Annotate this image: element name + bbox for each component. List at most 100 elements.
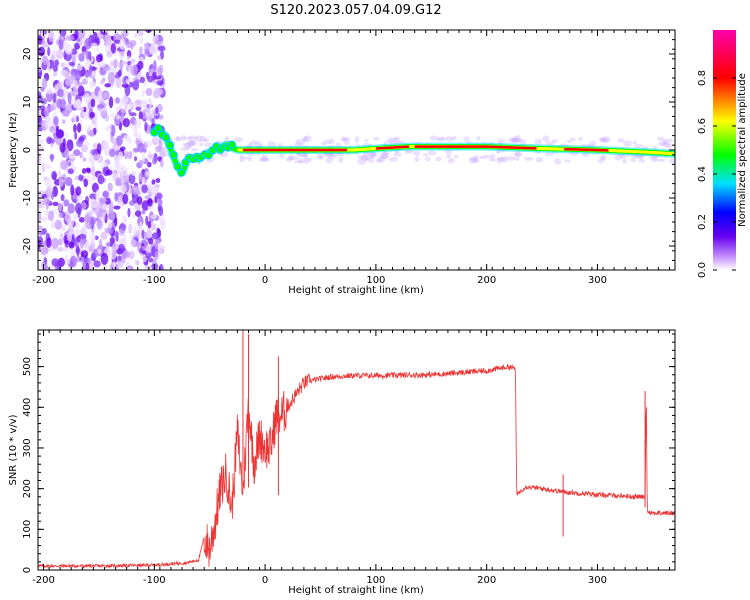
noise-speck (76, 197, 81, 203)
noise-speck (83, 178, 89, 188)
frequency-ridge (150, 123, 675, 178)
noise-speck (44, 209, 49, 216)
noise-speck (47, 210, 55, 221)
noise-speck (128, 250, 135, 260)
noise-speck (91, 175, 97, 181)
noise-speck (127, 266, 132, 270)
noise-speck (151, 186, 158, 198)
noise-speck (151, 179, 156, 185)
spectrogram-xtick-label: 100 (366, 275, 385, 286)
noise-speck (129, 235, 135, 240)
noise-speck (122, 117, 131, 128)
noise-speck (65, 77, 73, 87)
haze-speck (190, 147, 198, 152)
noise-speck (73, 149, 81, 157)
noise-speck (134, 259, 140, 266)
haze-speck (452, 136, 457, 141)
noise-speck (122, 193, 129, 205)
noise-speck (67, 92, 72, 104)
ridge-blob (161, 133, 171, 142)
noise-speck (64, 147, 70, 160)
noise-speck (118, 60, 124, 70)
noise-speck (138, 111, 143, 120)
haze-speck (202, 138, 210, 142)
noise-speck (42, 197, 51, 206)
noise-speck (143, 231, 148, 240)
haze-speck (414, 156, 420, 163)
noise-speck (95, 189, 100, 202)
noise-speck (38, 231, 45, 236)
noise-speck (97, 104, 105, 109)
noise-speck (89, 80, 96, 88)
noise-speck (147, 229, 152, 239)
noise-speck (152, 257, 157, 265)
noise-speck (102, 140, 109, 149)
noise-speck (141, 208, 146, 215)
ridge-core-red (414, 145, 537, 150)
noise-speck (60, 70, 69, 77)
haze-speck (372, 137, 380, 141)
noise-speck (79, 239, 84, 249)
noise-speck (72, 79, 78, 92)
haze-speck (175, 135, 181, 142)
haze-speck (370, 153, 379, 158)
haze-speck (514, 150, 521, 157)
noise-speck (114, 97, 121, 104)
noise-speck (58, 169, 62, 178)
noise-speck (52, 201, 59, 207)
noise-speck (71, 113, 77, 123)
noise-speckle (38, 30, 675, 270)
noise-speck (59, 142, 66, 153)
noise-speck (104, 83, 112, 88)
haze-speck (514, 134, 521, 142)
haze-speck (393, 152, 402, 157)
haze-speck (664, 138, 674, 143)
haze-speck (354, 136, 360, 143)
haze-speck (564, 159, 571, 163)
haze-speck (375, 158, 383, 163)
noise-speck (145, 71, 150, 80)
noise-speck (99, 208, 103, 219)
noise-speck (150, 222, 156, 231)
haze-speck (404, 150, 411, 154)
haze-speck (633, 140, 638, 145)
snr-series (38, 330, 675, 569)
noise-speck (88, 260, 94, 270)
noise-speck (38, 138, 42, 145)
noise-speck (75, 255, 82, 263)
haze-speck (367, 156, 375, 163)
haze-speck (447, 157, 455, 164)
noise-speck (139, 36, 144, 44)
noise-speck (136, 229, 141, 239)
noise-speck (102, 92, 109, 99)
noise-speck (93, 260, 101, 268)
spectrogram-ytick-label: 10 (22, 96, 33, 109)
noise-speck (141, 184, 148, 194)
noise-speck (123, 177, 127, 186)
noise-speck (108, 201, 114, 213)
haze-speck (544, 152, 554, 157)
noise-speck (72, 95, 76, 107)
haze-speck (483, 154, 491, 159)
haze-speck (599, 155, 605, 160)
snr-x-label: Height of straight line (km) (288, 585, 424, 596)
noise-speck (155, 192, 163, 200)
haze-speck (424, 156, 431, 162)
colorbar-tick-label: 0.8 (697, 70, 708, 86)
noise-speck (101, 77, 106, 83)
haze-speck (542, 135, 550, 143)
haze-speck (174, 137, 182, 141)
noise-speck (76, 245, 80, 257)
colorbar-label: Normalized spectral amplitude (737, 73, 748, 227)
haze-speck (289, 156, 300, 161)
noise-speck (104, 44, 110, 52)
noise-speck (47, 46, 51, 57)
haze-speck (598, 137, 607, 142)
noise-speck (145, 111, 150, 117)
noise-speck (122, 215, 128, 225)
noise-speck (50, 220, 55, 230)
noise-speck (84, 38, 92, 50)
noise-speck (135, 106, 142, 111)
colorbar-tick-label: 0.6 (697, 118, 708, 134)
noise-speck (109, 212, 115, 221)
